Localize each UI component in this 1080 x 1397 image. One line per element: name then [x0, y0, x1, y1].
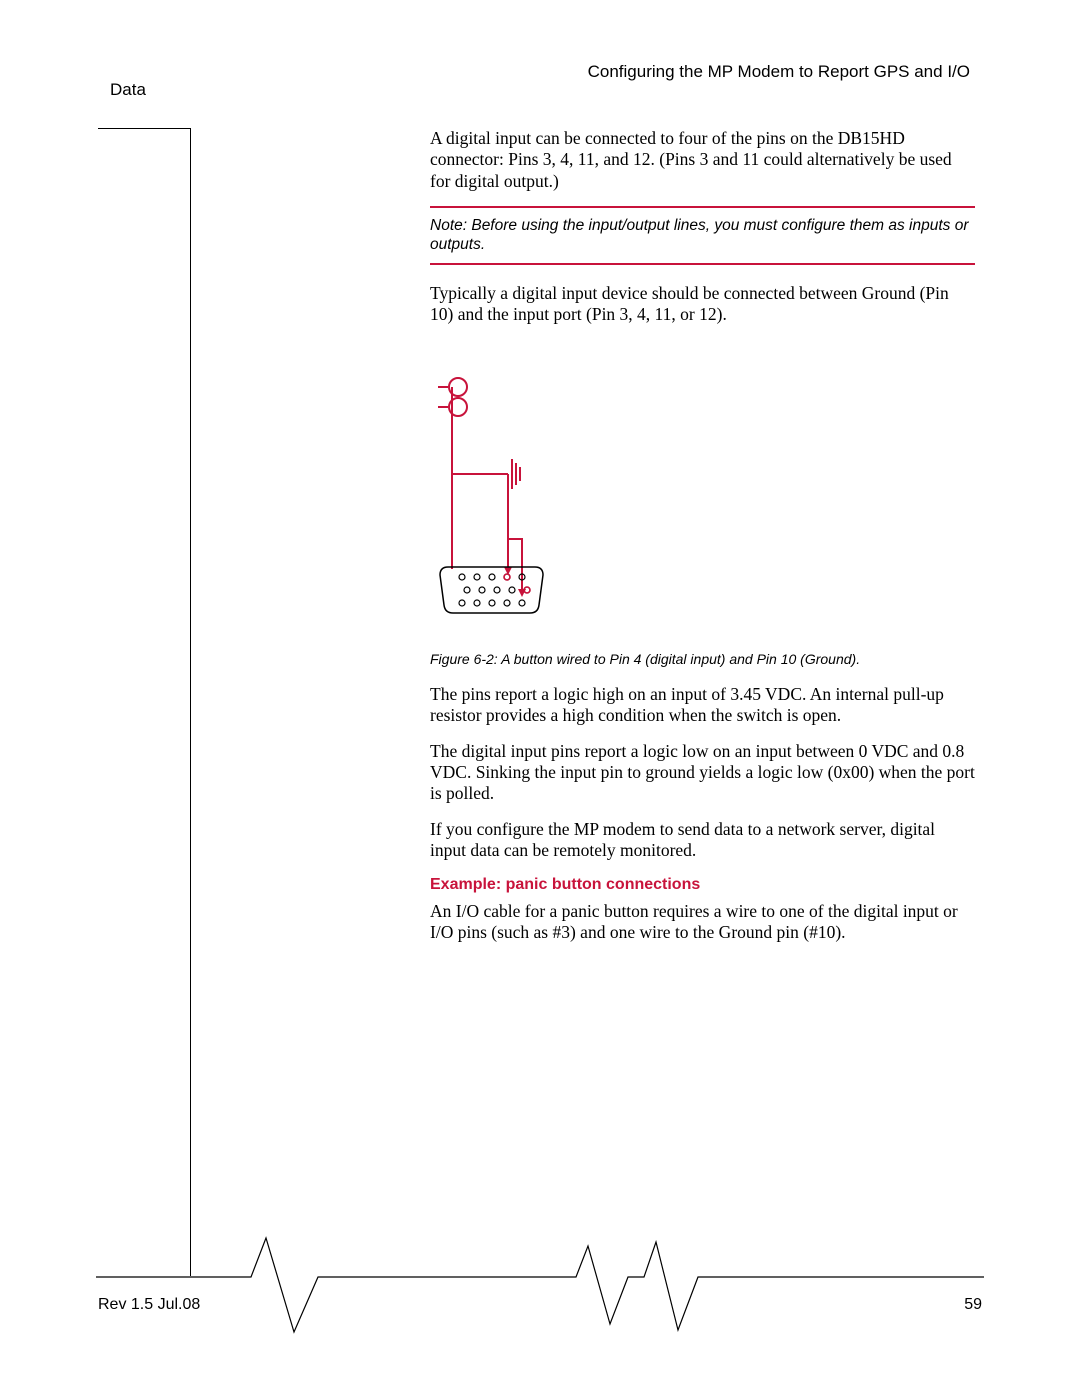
wiring-diagram-svg: [430, 339, 560, 639]
page: Configuring the MP Modem to Report GPS a…: [0, 0, 1080, 1397]
paragraph: The pins report a logic high on an input…: [430, 684, 975, 727]
note-text: Note: Before using the input/output line…: [430, 216, 975, 255]
example-heading: Example: panic button connections: [430, 875, 975, 895]
note-box: Note: Before using the input/output line…: [430, 206, 975, 265]
paragraph: A digital input can be connected to four…: [430, 128, 975, 192]
content-rule: [190, 128, 191, 1276]
footer-heartbeat-icon: [96, 1232, 984, 1342]
running-head-left: Data: [110, 80, 146, 100]
sidebar-rule: [98, 128, 190, 129]
figure-caption: Figure 6-2: A button wired to Pin 4 (dig…: [430, 651, 975, 668]
figure-6-2: [430, 339, 975, 644]
paragraph: The digital input pins report a logic lo…: [430, 741, 975, 805]
paragraph: Typically a digital input device should …: [430, 283, 975, 326]
running-head-right: Configuring the MP Modem to Report GPS a…: [588, 62, 970, 82]
paragraph: If you configure the MP modem to send da…: [430, 819, 975, 862]
content-column: A digital input can be connected to four…: [430, 128, 975, 958]
page-number: 59: [964, 1296, 982, 1314]
footer-revision: Rev 1.5 Jul.08: [98, 1296, 200, 1314]
paragraph: An I/O cable for a panic button requires…: [430, 901, 975, 944]
